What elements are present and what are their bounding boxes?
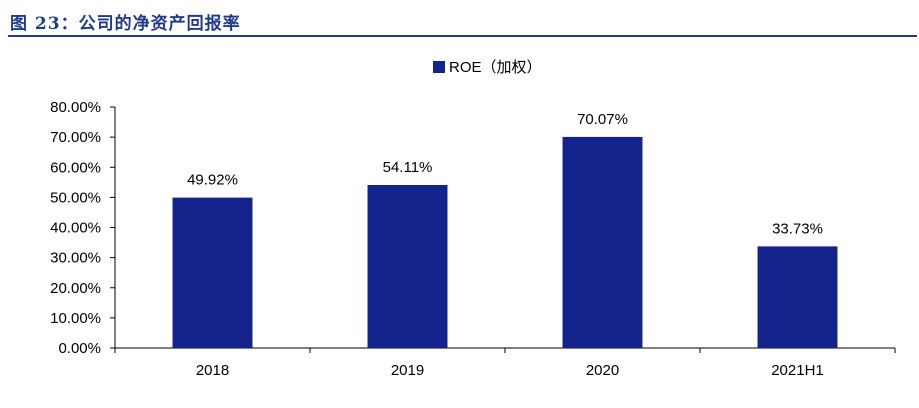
bars (172, 136, 838, 348)
x-tick-label: 2019 (391, 362, 424, 379)
y-tick-label: 30.00% (50, 250, 101, 267)
data-label-2018: 49.92% (187, 172, 238, 189)
y-tick-label: 70.00% (50, 129, 101, 146)
x-axis: 2018 2019 2020 2021H1 (114, 347, 896, 379)
bar-2018 (172, 197, 253, 348)
legend: ROE（加权） (433, 59, 542, 76)
legend-swatch (433, 61, 445, 73)
data-label-2020: 70.07% (577, 111, 628, 128)
x-tick-label: 2020 (586, 362, 619, 379)
title-divider (8, 35, 917, 37)
y-tick-label: 40.00% (50, 220, 101, 237)
y-tick-label: 50.00% (50, 189, 101, 206)
bar-2021H1 (757, 246, 838, 348)
y-tick-label: 60.00% (50, 159, 101, 176)
y-axis: 0.00% 10.00% 20.00% 30.00% 40.00% 50.00% 60.00… (50, 99, 116, 357)
bar-2019 (367, 184, 448, 348)
y-tick-label: 0.00% (58, 340, 101, 357)
x-tick-label: 2018 (196, 362, 229, 379)
y-tick-label: 80.00% (50, 99, 101, 116)
data-label-2021H1: 33.73% (772, 220, 823, 237)
figure-title: 图 23：公司的净资产回报率 (10, 14, 241, 34)
bar-2020 (562, 136, 643, 348)
data-labels: 49.92% 54.11% 70.07% 33.73% (187, 111, 823, 237)
y-tick-label: 20.00% (50, 280, 101, 297)
y-tick-label: 10.00% (50, 310, 101, 327)
legend-label: ROE（加权） (449, 59, 542, 76)
x-tick-label: 2021H1 (771, 362, 824, 379)
data-label-2019: 54.11% (383, 159, 433, 176)
